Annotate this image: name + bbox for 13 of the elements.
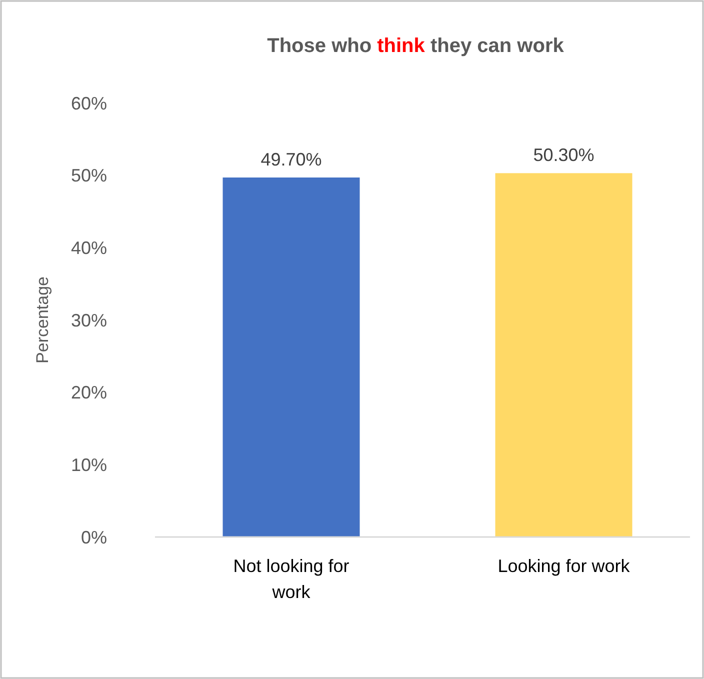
x-tick-label: Not looking for work bbox=[233, 556, 350, 602]
x-tick-label: Looking for work bbox=[498, 556, 631, 576]
y-tick-label: 0% bbox=[80, 527, 107, 548]
y-tick-label: 20% bbox=[70, 382, 107, 403]
data-label: 50.30% bbox=[533, 145, 594, 166]
data-label: 49.70% bbox=[260, 150, 322, 170]
y-tick-label: 50% bbox=[70, 166, 107, 186]
y-tick-label: 30% bbox=[70, 310, 107, 330]
y-axis-title: Percentage bbox=[33, 276, 52, 364]
y-tick-label: 60% bbox=[70, 93, 107, 114]
y-tick-label: 40% bbox=[70, 238, 107, 258]
y-tick-label: 10% bbox=[70, 454, 107, 475]
chart-title: Those who think they can work bbox=[267, 35, 565, 57]
